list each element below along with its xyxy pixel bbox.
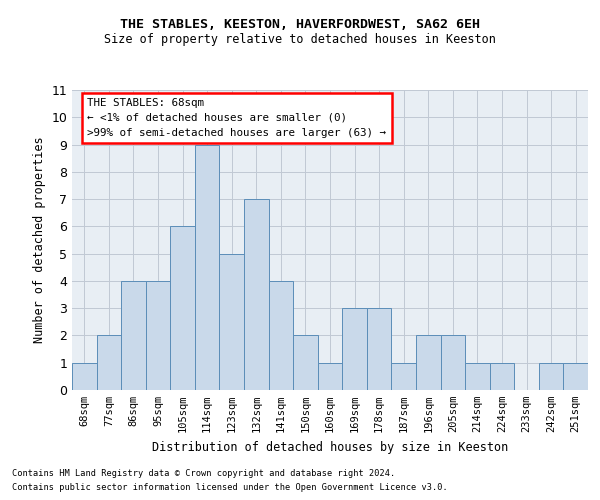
Bar [563, 362, 588, 390]
Bar [97, 336, 121, 390]
Text: Contains HM Land Registry data © Crown copyright and database right 2024.: Contains HM Land Registry data © Crown c… [12, 468, 395, 477]
Text: Contains public sector information licensed under the Open Government Licence v3: Contains public sector information licen… [12, 484, 448, 492]
Bar [170, 226, 195, 390]
Bar [490, 362, 514, 390]
Bar [318, 362, 342, 390]
Bar [220, 254, 244, 390]
Bar [416, 336, 440, 390]
Bar [391, 362, 416, 390]
Text: THE STABLES, KEESTON, HAVERFORDWEST, SA62 6EH: THE STABLES, KEESTON, HAVERFORDWEST, SA6… [120, 18, 480, 30]
Bar [367, 308, 391, 390]
Bar [539, 362, 563, 390]
Bar [195, 144, 220, 390]
Bar [269, 281, 293, 390]
Bar [146, 281, 170, 390]
Y-axis label: Number of detached properties: Number of detached properties [33, 136, 46, 344]
X-axis label: Distribution of detached houses by size in Keeston: Distribution of detached houses by size … [152, 440, 508, 454]
Bar [244, 199, 269, 390]
Text: THE STABLES: 68sqm
← <1% of detached houses are smaller (0)
>99% of semi-detache: THE STABLES: 68sqm ← <1% of detached hou… [88, 98, 386, 138]
Text: Size of property relative to detached houses in Keeston: Size of property relative to detached ho… [104, 32, 496, 46]
Bar [465, 362, 490, 390]
Bar [293, 336, 318, 390]
Bar [440, 336, 465, 390]
Bar [72, 362, 97, 390]
Bar [121, 281, 146, 390]
Bar [342, 308, 367, 390]
